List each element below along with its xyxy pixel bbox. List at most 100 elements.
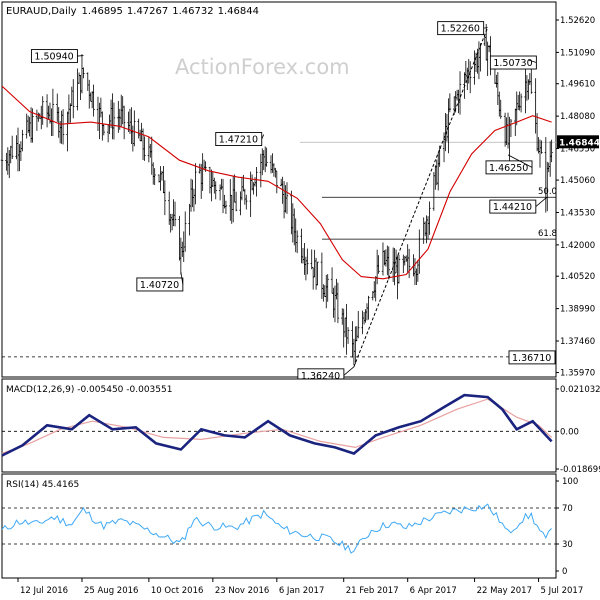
- ohlc-bar: [550, 139, 553, 163]
- ohlc-bar: [224, 200, 228, 214]
- ohlc-bar: [367, 295, 370, 320]
- price-tick-label: 1.37460: [560, 337, 595, 347]
- fib-level-label: 61.8: [538, 229, 557, 239]
- ohlc-bar: [336, 282, 340, 324]
- key-level-label: 1.40720: [136, 271, 184, 292]
- ohlc-bar: [530, 65, 533, 94]
- key-level-label: 1.36710: [508, 350, 556, 365]
- moving-average-line: [1, 85, 552, 280]
- macd-tick-label: 0.00: [560, 427, 579, 437]
- ohlc-bar: [72, 79, 75, 119]
- key-level-text: 1.50940: [34, 52, 73, 63]
- key-level-connector: [343, 366, 355, 376]
- key-level-label: 1.47210: [215, 132, 265, 147]
- ohlc-bar: [102, 124, 105, 136]
- ohlc-bar: [428, 201, 431, 235]
- x-tick-label: 6 Jan 2017: [279, 586, 325, 596]
- ohlc-bar: [438, 145, 441, 167]
- x-tick-label: 5 Jul 2017: [541, 586, 584, 596]
- rsi-tick-label: 100: [562, 477, 578, 487]
- key-level-text: 1.36710: [512, 353, 551, 364]
- price-axis: 1.52620 1.51090 1.49610 1.48080 1.46550 1.450…: [556, 16, 595, 379]
- ohlc-bar: [275, 170, 279, 194]
- ohlc-bar: [540, 140, 543, 154]
- key-level-connector: [483, 27, 488, 29]
- rsi-tick-label: 70: [562, 504, 573, 514]
- ohlc-bar: [265, 147, 268, 167]
- ohlc-bar: [214, 181, 217, 200]
- price-key-labels: 1.50940 1.40720 1.47210 1.36240 1.52260 1.507…: [30, 21, 600, 383]
- ohlc-bar: [21, 129, 24, 152]
- ohlc-bar: [326, 274, 329, 302]
- macd-axis: 0.021032 0.00 -0.018699: [2, 385, 600, 475]
- current-price-tag: 1.46844: [557, 135, 600, 149]
- ohlc-bar: [122, 105, 126, 140]
- rsi-line: [1, 503, 552, 554]
- rsi-axis: 100 70 30 0: [2, 477, 578, 577]
- trendline: [353, 27, 489, 368]
- ohlc-bar: [194, 163, 197, 205]
- key-level-box: [508, 350, 556, 365]
- rsi-tick-label: 0: [562, 567, 567, 577]
- ohlc-bar: [519, 93, 523, 113]
- ohlc-bar: [10, 135, 14, 159]
- x-tick-label: 23 Nov 2016: [215, 586, 269, 596]
- watermark: ActionForex.com: [175, 55, 350, 79]
- ohlc-bar: [153, 168, 156, 186]
- price-tick-label: 1.45060: [560, 176, 595, 186]
- current-price-tag-text: 1.46844: [559, 138, 600, 148]
- price-tick-label: 1.43530: [560, 208, 595, 218]
- ohlc-bar: [133, 110, 136, 147]
- key-level-text: 1.47210: [219, 135, 258, 146]
- ohlc-bar: [255, 166, 258, 197]
- key-level-text: 1.46250: [489, 163, 528, 174]
- price-bars: [0, 23, 553, 366]
- key-level-label: 1.50940: [30, 49, 84, 64]
- ohlc-bar: [112, 102, 116, 140]
- ohlc-bar: [346, 327, 350, 344]
- key-level-text: 1.44210: [493, 202, 532, 213]
- ohlc-bar: [397, 254, 401, 284]
- ohlc-bar: [387, 246, 390, 280]
- macd-title: MACD(12,26,9) -0.005450 -0.003551: [6, 385, 172, 395]
- key-level-connector: [261, 134, 265, 140]
- macd-panel: MACD(12,26,9) -0.005450 -0.003551 0.0210…: [1, 378, 600, 475]
- ohlc-bar: [31, 108, 34, 143]
- price-tick-label: 1.49610: [560, 80, 595, 90]
- price-tick-label: 1.35970: [560, 369, 595, 379]
- price-tick-label: 1.40520: [560, 272, 595, 282]
- price-tick-label: 1.48080: [560, 112, 595, 122]
- ohlc-bar: [234, 191, 238, 212]
- price-panel: EURAUD,Daily 1.46895 1.47267 1.46732 1.46844…: [0, 1, 600, 383]
- ohlc-bar: [245, 194, 248, 210]
- ohlc-bar: [295, 230, 299, 254]
- ohlc-bar: [306, 248, 309, 275]
- x-axis: 12 Jul 2016 25 Aug 2016 10 Oct 2016 23 Nov …: [2, 577, 584, 596]
- ohlc-bar: [377, 255, 380, 274]
- rsi-panel-frame: [1, 473, 557, 579]
- macd-tick-label: -0.018699: [560, 465, 600, 475]
- key-level-text: 1.50730: [493, 58, 532, 69]
- x-tick-label: 21 Feb 2017: [346, 586, 399, 596]
- ohlc-bar: [316, 261, 319, 286]
- ohlc-bar: [143, 136, 146, 161]
- ohlc-bar: [82, 67, 85, 79]
- macd-tick-label: 0.021032: [560, 385, 600, 395]
- key-level-label: 1.52260: [437, 21, 488, 36]
- price-tick-label: 1.38990: [560, 305, 595, 315]
- ohlc-bar: [418, 229, 421, 274]
- price-tick-label: 1.52620: [560, 16, 595, 26]
- x-tick-label: 22 May 2017: [477, 586, 532, 596]
- ohlc-bar: [407, 248, 411, 279]
- key-level-text: 1.52260: [441, 24, 480, 35]
- header-symbol-label: EURAUD,Daily 1.46895 1.47267 1.46732 1.46844: [6, 6, 259, 17]
- ohlc-bar: [184, 211, 187, 252]
- rsi-tick-label: 30: [562, 540, 573, 550]
- key-level-connector: [180, 271, 184, 285]
- rsi-title: RSI(14) 45.4165: [6, 480, 79, 490]
- key-level-label: 1.44210: [489, 197, 547, 214]
- rsi-panel: RSI(14) 45.4165 100 70 30 0: [1, 473, 578, 579]
- price-tick-label: 1.51090: [560, 48, 595, 58]
- x-tick-label: 6 Apr 2017: [410, 586, 457, 596]
- ohlc-bar: [469, 61, 472, 94]
